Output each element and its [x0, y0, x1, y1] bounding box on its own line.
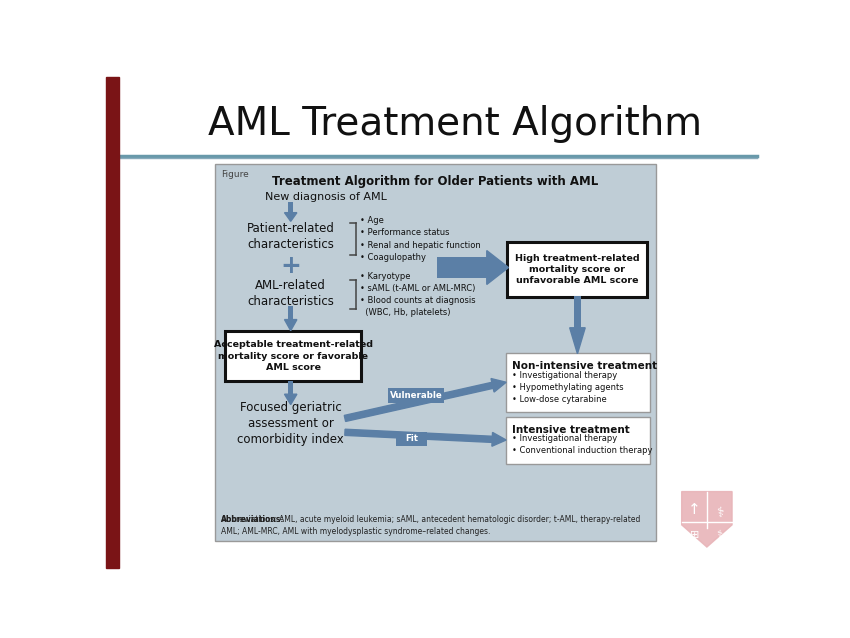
Text: New diagnosis of AML: New diagnosis of AML: [265, 191, 387, 202]
FancyBboxPatch shape: [215, 163, 656, 541]
Bar: [288, 382, 293, 394]
FancyBboxPatch shape: [507, 242, 647, 297]
Text: Treatment Algorithm for Older Patients with AML: Treatment Algorithm for Older Patients w…: [273, 175, 598, 188]
Text: 🌲: 🌲: [690, 505, 698, 517]
Text: • Investigational therapy
• Hypomethylating agents
• Low-dose cytarabine: • Investigational therapy • Hypomethylat…: [513, 371, 624, 404]
Text: • Age
• Performance status
• Renal and hepatic function
• Coagulopathy: • Age • Performance status • Renal and h…: [360, 216, 481, 262]
Text: Focused geriatric
assessment or
comorbidity index: Focused geriatric assessment or comorbid…: [237, 401, 344, 445]
Polygon shape: [345, 429, 506, 446]
Polygon shape: [487, 251, 508, 285]
Text: +: +: [280, 254, 301, 278]
Text: Acceptable treatment-related
mortality score or favorable
AML score: Acceptable treatment-related mortality s…: [213, 341, 372, 372]
Text: Fit: Fit: [405, 434, 418, 443]
Text: Abbreviations: AML, acute myeloid leukemia; sAML, antecedent hematologic disorde: Abbreviations: AML, acute myeloid leukem…: [221, 516, 640, 537]
Text: High treatment-related
mortality score or
unfavorable AML score: High treatment-related mortality score o…: [515, 254, 640, 285]
Text: • Investigational therapy
• Conventional induction therapy: • Investigational therapy • Conventional…: [513, 434, 653, 455]
Text: ⚕: ⚕: [716, 506, 723, 520]
Text: • Karyotype
• sAML (t-AML or AML-MRC)
• Blood counts at diagnosis
  (WBC, Hb, pl: • Karyotype • sAML (t-AML or AML-MRC) • …: [360, 272, 476, 317]
FancyBboxPatch shape: [506, 353, 650, 412]
Polygon shape: [344, 378, 506, 422]
Text: ⚕: ⚕: [717, 530, 722, 540]
Text: AML-related
characteristics: AML-related characteristics: [247, 279, 334, 308]
Text: Non-intensive treatment: Non-intensive treatment: [513, 362, 657, 371]
FancyBboxPatch shape: [224, 330, 361, 382]
Bar: [437, 256, 487, 278]
FancyBboxPatch shape: [396, 431, 427, 446]
Text: Vulnerable: Vulnerable: [390, 391, 443, 400]
Text: Abbreviations:: Abbreviations:: [221, 516, 285, 524]
Text: ↑: ↑: [688, 502, 700, 517]
Polygon shape: [285, 394, 297, 404]
Text: Figure: Figure: [221, 170, 249, 179]
FancyBboxPatch shape: [506, 417, 650, 464]
Text: Patient-related
characteristics: Patient-related characteristics: [246, 222, 335, 251]
Text: ⊞: ⊞: [689, 530, 699, 540]
Bar: [574, 296, 581, 328]
Polygon shape: [285, 212, 297, 221]
Bar: [288, 306, 293, 320]
Polygon shape: [682, 492, 732, 547]
Text: Intensive treatment: Intensive treatment: [513, 425, 630, 434]
Text: AML Treatment Algorithm: AML Treatment Algorithm: [208, 105, 702, 144]
Polygon shape: [285, 320, 297, 330]
Bar: [106, 77, 119, 568]
FancyBboxPatch shape: [388, 389, 445, 403]
Bar: [288, 202, 293, 212]
Polygon shape: [570, 328, 585, 353]
